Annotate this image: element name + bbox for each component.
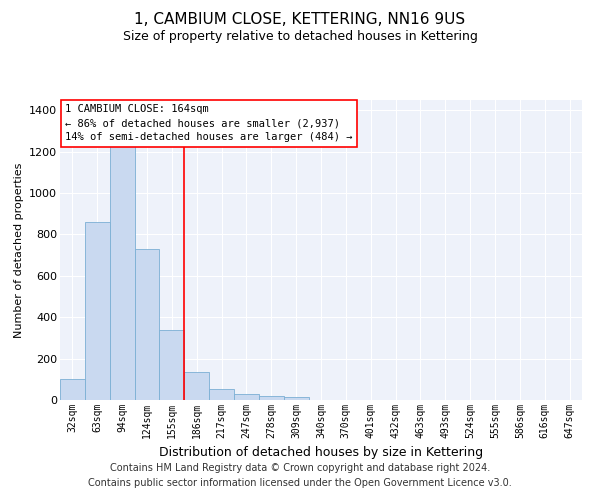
Bar [110, 146, 134, 400]
Text: Size of property relative to detached houses in Kettering: Size of property relative to detached ho… [122, 30, 478, 43]
Bar [234, 394, 259, 400]
Bar [85, 222, 110, 400]
Bar [209, 388, 234, 400]
Y-axis label: Number of detached properties: Number of detached properties [14, 162, 23, 338]
Bar [134, 249, 160, 400]
Bar [259, 396, 284, 400]
Bar [284, 397, 308, 400]
Bar [60, 380, 85, 400]
Bar [160, 330, 184, 400]
Bar [184, 372, 209, 400]
Text: Contains HM Land Registry data © Crown copyright and database right 2024.
Contai: Contains HM Land Registry data © Crown c… [88, 462, 512, 487]
Text: 1 CAMBIUM CLOSE: 164sqm
← 86% of detached houses are smaller (2,937)
14% of semi: 1 CAMBIUM CLOSE: 164sqm ← 86% of detache… [65, 104, 353, 142]
Text: 1, CAMBIUM CLOSE, KETTERING, NN16 9US: 1, CAMBIUM CLOSE, KETTERING, NN16 9US [134, 12, 466, 28]
X-axis label: Distribution of detached houses by size in Kettering: Distribution of detached houses by size … [159, 446, 483, 460]
